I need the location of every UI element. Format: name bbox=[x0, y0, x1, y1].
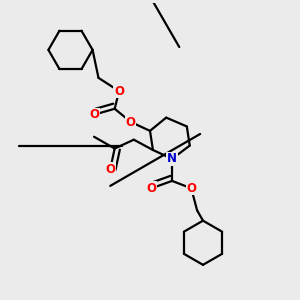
Text: O: O bbox=[186, 182, 196, 195]
Text: O: O bbox=[126, 116, 136, 128]
Text: O: O bbox=[114, 85, 124, 98]
Text: O: O bbox=[105, 163, 115, 176]
Text: O: O bbox=[89, 108, 99, 121]
Text: N: N bbox=[167, 152, 177, 165]
Text: O: O bbox=[146, 182, 157, 195]
